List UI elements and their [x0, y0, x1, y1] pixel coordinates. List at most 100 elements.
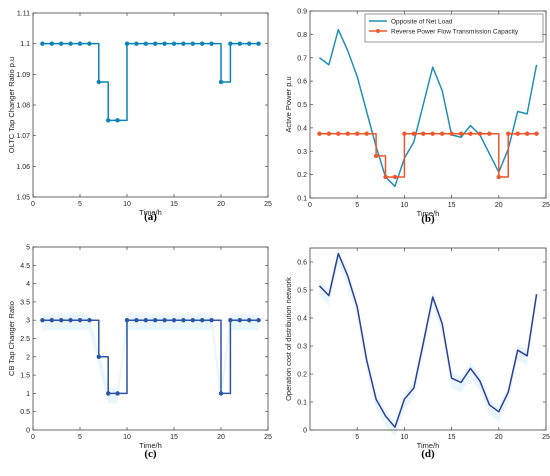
x-tick-label: 5 [78, 201, 82, 208]
data-point [237, 41, 242, 46]
series-band [319, 247, 537, 438]
x-tick-label: 15 [448, 202, 456, 209]
y-tick-label: 0.4 [297, 125, 307, 132]
data-point [524, 131, 530, 136]
y-tick-label: 4 [26, 281, 30, 288]
x-tick-label: 10 [123, 434, 131, 441]
data-point [355, 131, 360, 136]
data-point [124, 318, 130, 323]
data-point [256, 41, 261, 46]
plot-frame [32, 12, 269, 198]
data-point [430, 131, 435, 136]
data-point [228, 41, 233, 46]
data-point [209, 41, 214, 46]
data-point [449, 131, 454, 136]
y-axis-label: CB Tap Changer Ratio [7, 301, 16, 376]
data-point [317, 131, 322, 136]
y-tick-label: 2.5 [20, 336, 30, 343]
y-tick-label: 0.9 [297, 9, 307, 16]
y-tick-label: 0.6 [297, 79, 307, 86]
data-point [115, 391, 120, 396]
data-point [468, 131, 473, 136]
x-axis-label: Time/h [139, 208, 162, 217]
data-point [49, 318, 54, 323]
y-tick-label: 1.11 [17, 11, 30, 18]
x-tick-label: 10 [401, 202, 409, 209]
chart-1: 1.05 1.06 1.07 1.08 1.09 1.1 1.11 0 5 10 15 20 25 Tim… [7, 11, 272, 224]
data-point [190, 41, 195, 46]
data-point [477, 131, 483, 136]
data-point [124, 41, 130, 46]
y-tick-label: 0.3 [297, 344, 307, 351]
data-point [40, 41, 45, 46]
y-tick-label: 0 [26, 428, 30, 435]
y-tick-label: 1.5 [20, 373, 30, 380]
data-point [59, 41, 64, 46]
y-tick-label: 4.5 [20, 263, 30, 270]
x-tick-label: 5 [78, 434, 82, 441]
y-tick-label: 3 [26, 318, 30, 325]
data-point [77, 318, 83, 323]
data-point [336, 131, 341, 136]
x-tick-label: 25 [542, 202, 550, 209]
plot-frame [32, 246, 269, 431]
data-point [228, 318, 233, 323]
x-tick-label: 15 [170, 201, 178, 208]
data-point [383, 174, 388, 180]
y-tick-label: 0.2 [297, 372, 307, 379]
data-point [171, 318, 177, 323]
data-point [496, 174, 501, 180]
data-point [87, 41, 92, 46]
x-tick-label: 15 [170, 434, 178, 441]
y-tick-label: 1.07 [16, 133, 30, 140]
y-tick-label: 0.8 [297, 32, 307, 39]
panel-caption: (c) [144, 448, 157, 460]
y-tick-label: 0.5 [297, 288, 307, 295]
data-point [96, 79, 102, 85]
y-tick-label: 0.4 [297, 316, 307, 323]
data-point [181, 318, 186, 323]
data-point [458, 131, 464, 136]
data-point [534, 131, 539, 136]
y-tick-label: 0.1 [297, 400, 307, 407]
data-point [209, 318, 214, 323]
y-tick-label: 0.6 [297, 260, 307, 267]
data-point [392, 174, 398, 180]
legend-label: Opposite of Net Load [391, 18, 453, 25]
y-tick-label: 0.2 [297, 172, 307, 179]
series-line-1 [42, 42, 259, 122]
data-point [421, 131, 426, 136]
data-point [190, 318, 195, 323]
x-tick-label: 10 [123, 201, 131, 208]
data-point [506, 131, 511, 136]
x-axis-label: Time/h [417, 441, 440, 450]
data-point [373, 153, 379, 159]
data-point [143, 41, 148, 46]
legend: Opposite of Net Load Reverse Power Flow T… [364, 13, 544, 43]
data-point [218, 79, 224, 85]
legend-marker [376, 29, 380, 33]
x-tick-label: 20 [495, 202, 503, 209]
x-tick-label: 0 [31, 434, 35, 441]
x-axis-label: Time/h [417, 209, 440, 218]
y-axis-label: Operation cost of distribution network [284, 277, 293, 401]
y-tick-label: 0.5 [20, 409, 30, 416]
y-tick-label: 2 [26, 354, 30, 361]
data-point [411, 131, 417, 136]
data-point [134, 41, 139, 46]
y-tick-label: 1.06 [16, 164, 30, 171]
x-axis-label: Time/h [139, 441, 162, 450]
data-point [162, 41, 167, 46]
data-point [77, 41, 83, 46]
data-point [181, 41, 186, 46]
data-point [162, 318, 167, 323]
y-tick-label: 0.5 [297, 102, 307, 109]
panel-caption: (d) [421, 448, 435, 460]
series-band [42, 314, 259, 404]
x-tick-label: 0 [308, 202, 312, 209]
y-tick-label: 1.05 [16, 195, 30, 202]
data-point [218, 391, 224, 396]
data-point [153, 41, 158, 46]
data-point [59, 318, 64, 323]
